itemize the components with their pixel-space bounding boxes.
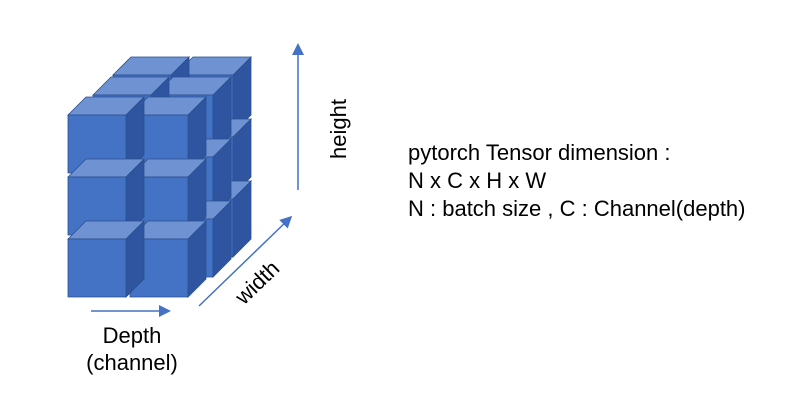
cube-d0-c0-r2-front <box>67 238 127 298</box>
info-line1: pytorch Tensor dimension : <box>408 140 671 165</box>
info-line3: N : batch size , C : Channel(depth) <box>408 196 746 221</box>
tensor-info: pytorch Tensor dimension : N x C x H x W… <box>408 139 746 223</box>
depth-label-line2: (channel) <box>86 350 178 375</box>
cube-grid <box>67 56 252 298</box>
depth-label: Depth (channel) <box>82 322 182 376</box>
width-arrow <box>198 215 293 307</box>
height-label: height <box>326 99 351 159</box>
depth-label-line1: Depth <box>102 323 162 348</box>
info-line2: N x C x H x W <box>408 168 547 193</box>
